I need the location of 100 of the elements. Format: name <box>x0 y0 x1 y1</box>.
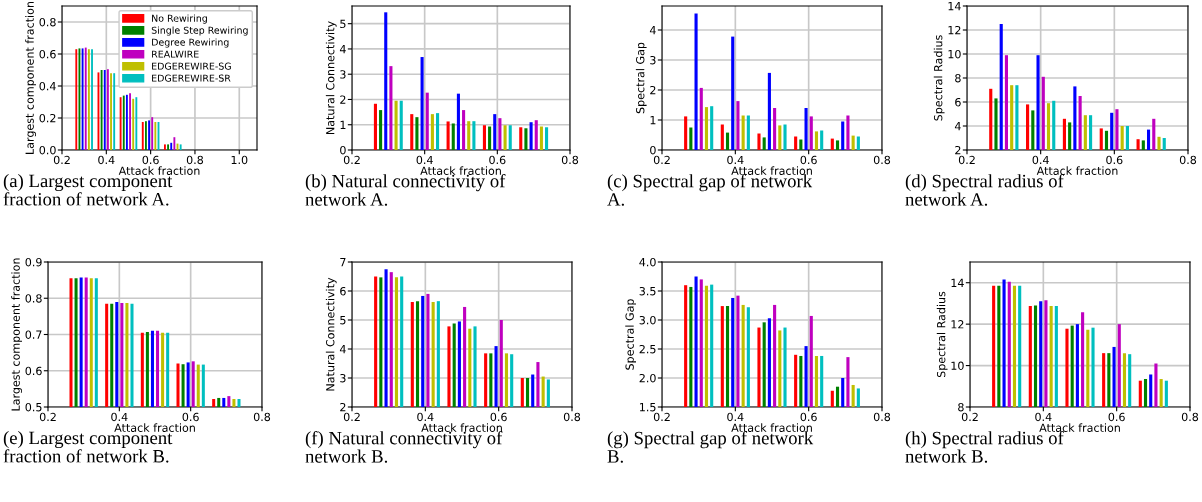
y-tick-label: 0.5 <box>25 402 42 412</box>
bar <box>762 137 766 150</box>
bar <box>482 125 486 150</box>
bar <box>508 125 512 150</box>
y-tick-label: 8 <box>955 73 961 83</box>
x-tick-label: 0.4 <box>98 155 115 165</box>
text: (h) Spectral radius of network B. <box>905 431 1064 463</box>
bar <box>446 121 450 150</box>
y-axis-title: Spectral Radius <box>936 291 948 378</box>
y-tick-label: 1 <box>340 120 346 129</box>
text: (g) Spectral gap of network B. <box>607 431 814 463</box>
bar <box>503 125 507 150</box>
y-tick-label: 0.4 <box>39 81 56 91</box>
bar <box>430 114 434 150</box>
y-tick-label: 0.9 <box>25 257 42 267</box>
y-tick-label: 0.6 <box>39 49 56 59</box>
y-axis-title: Largest component fraction <box>11 258 22 411</box>
x-tick-label: 0.6 <box>142 155 159 165</box>
bar <box>373 103 377 150</box>
bar <box>488 126 492 150</box>
bar <box>757 133 761 150</box>
bar <box>493 114 497 150</box>
bar <box>384 12 388 150</box>
y-tick-label: 2 <box>955 145 961 155</box>
y-tick-label: 6 <box>955 97 961 107</box>
y-tick-label: 3 <box>650 55 656 65</box>
y-tick-label: 8 <box>958 402 964 412</box>
y-tick-label: 0 <box>650 145 656 155</box>
y-axis-title: Natural Connectivity <box>325 277 337 391</box>
bar <box>529 122 533 150</box>
y-tick-label: 5 <box>340 316 346 325</box>
text: (e) Largest component fraction of network B. <box>3 431 173 463</box>
y-tick-label: 3 <box>340 70 346 79</box>
bar <box>710 106 714 150</box>
y-tick-label: 12 <box>951 320 964 329</box>
y-axis-title: Spectral Radius <box>933 35 945 121</box>
bar <box>524 128 528 150</box>
bar <box>389 66 393 150</box>
y-tick-label: 10 <box>948 49 961 59</box>
bar <box>809 116 813 150</box>
x-tick-label: 0.4 <box>417 412 434 422</box>
text: (b) Natural connectivity of network A. <box>305 174 506 206</box>
bar <box>394 100 398 150</box>
x-tick-label: 0.4 <box>1035 412 1052 422</box>
y-tick-label: 0.8 <box>25 294 42 303</box>
bar <box>846 115 850 150</box>
x-axis-title: Attack fraction <box>114 423 195 432</box>
x-tick-label: 0.6 <box>490 412 507 422</box>
bar <box>841 121 845 150</box>
y-tick-label: 4.0 <box>639 257 656 267</box>
x-axis-title: Attack fraction <box>1039 423 1120 432</box>
y-tick-label: 4 <box>339 345 346 354</box>
bar <box>498 118 502 150</box>
legend-label: EDGEREWIRE-SR <box>152 74 231 82</box>
legend-label: EDGEREWIRE-SG <box>152 62 231 70</box>
x-tick-label: 0.6 <box>1108 412 1125 422</box>
bar <box>399 100 403 150</box>
bar <box>773 108 777 150</box>
legend-label: No Rewiring <box>152 14 207 24</box>
bar <box>545 127 549 150</box>
x-tick-label: 0.6 <box>489 155 506 165</box>
x-tick-label: 0.8 <box>1179 155 1197 165</box>
text: (c) Spectral gap of network A. <box>607 174 813 206</box>
legend-label: Single Step Rewiring <box>151 26 248 36</box>
y-axis-title: Spectral Gap <box>635 42 647 114</box>
bar <box>425 92 429 150</box>
bar <box>720 124 724 150</box>
x-tick-label: 0.6 <box>800 155 817 165</box>
y-tick-label: 4 <box>954 122 961 131</box>
y-tick-label: 2.0 <box>639 373 656 383</box>
bar <box>830 138 834 150</box>
x-axis-title: Attack fraction <box>421 423 502 432</box>
y-tick-label: 2 <box>340 402 346 412</box>
bar <box>799 139 803 150</box>
y-tick-label: 3.0 <box>639 315 656 325</box>
x-axis-title: Attack fraction <box>1036 166 1118 175</box>
y-tick-label: 0 <box>340 145 346 155</box>
y-tick-label: 10 <box>951 361 964 370</box>
bar <box>856 136 860 150</box>
y-tick-label: 1 <box>650 116 656 125</box>
bar <box>778 125 782 150</box>
y-axis-title: Spectral Gap <box>625 299 636 370</box>
bar <box>451 123 455 150</box>
bar <box>684 116 688 150</box>
x-tick-label: 0.2 <box>53 155 70 165</box>
bar <box>851 135 855 150</box>
y-tick-label: 4 <box>649 26 656 35</box>
x-axis-title: Attack fraction <box>118 166 200 175</box>
x-axis-title: Attack fraction <box>731 166 812 175</box>
bar <box>704 107 709 150</box>
bar <box>699 87 703 150</box>
x-tick-label: 0.8 <box>873 412 891 422</box>
bar <box>767 72 771 150</box>
y-tick-label: 2.5 <box>639 344 656 354</box>
legend-label: REALWIRE <box>152 50 199 58</box>
bar <box>731 36 735 150</box>
text: (f) Natural connectivity of network B. <box>305 431 503 463</box>
x-tick-label: 0.8 <box>186 155 204 165</box>
bar <box>415 117 419 150</box>
legend-label: Degree Rewiring <box>152 38 229 48</box>
